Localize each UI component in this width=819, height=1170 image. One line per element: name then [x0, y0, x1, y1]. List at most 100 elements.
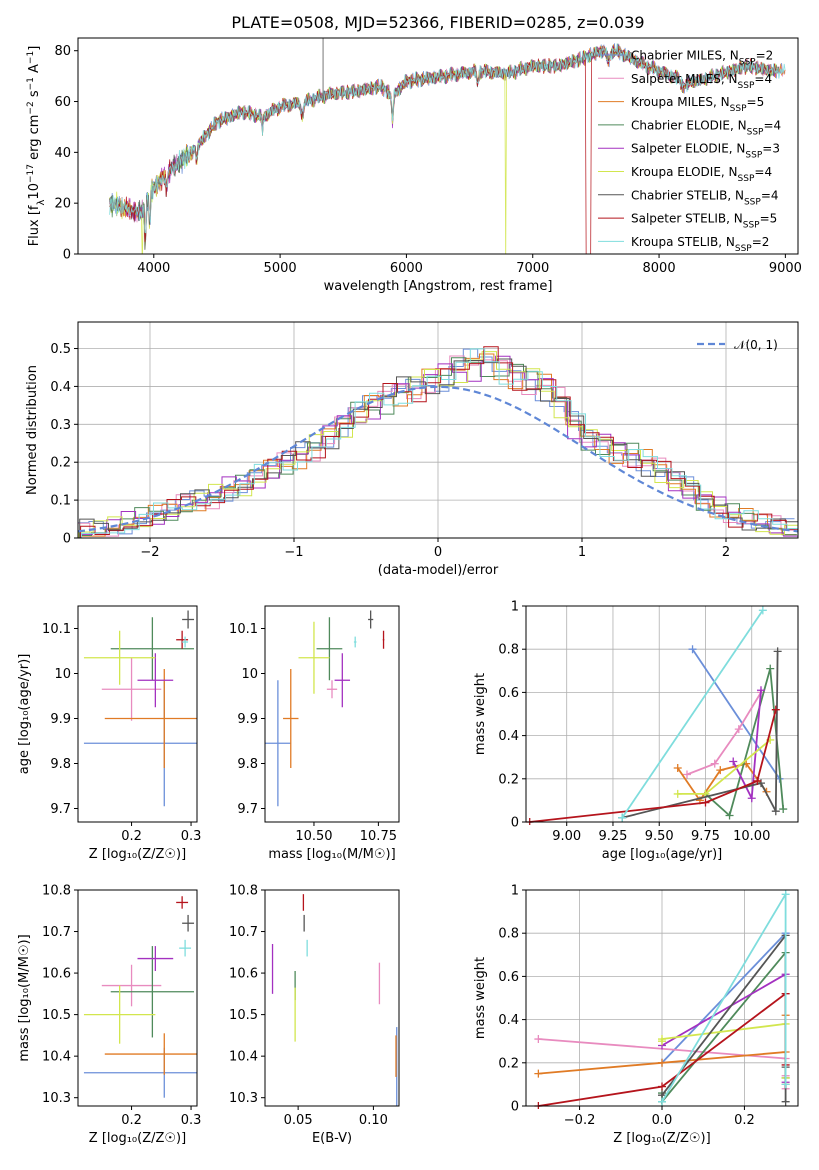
error-bars	[83, 896, 197, 1098]
y-axis-label: mass [log₁₀(M/M☉)]	[17, 934, 32, 1061]
errorbar-chabrier-miles	[265, 680, 291, 807]
legend-sub: SSP	[743, 221, 760, 231]
errorbar-kroupa-stelib	[182, 636, 189, 648]
y-tick-label: 0	[63, 248, 71, 263]
legend-rest: =5	[747, 95, 765, 109]
x-tick-label: 1	[578, 545, 586, 560]
x-tick-label: −1	[284, 545, 303, 560]
x-tick-label: 10.75	[360, 829, 397, 844]
x-axis-label: Z [log₁₀(Z/Z☉)]	[613, 1131, 710, 1146]
y-tick-label: 80	[54, 44, 71, 59]
y-tick-label: 60	[54, 95, 71, 110]
errorbar-salpeter-miles	[101, 964, 162, 1007]
axes-frame	[77, 37, 799, 255]
x-tick-label: 9.50	[645, 829, 674, 844]
weight-line-chabrier-elodie	[661, 950, 787, 1105]
y-tick-label: 10.5	[229, 1008, 258, 1023]
errorbar-kroupa-miles	[283, 669, 299, 768]
y-tick-label: 0.2	[50, 456, 71, 471]
weight-marker	[766, 664, 775, 673]
y-axis-label-part: λ	[36, 199, 47, 205]
legend-label: Kroupa STELIB, NSSP=2	[631, 235, 769, 254]
weight-marker	[781, 1097, 790, 1106]
histogram-chabrier-stelib	[79, 358, 798, 538]
legend-text: Kroupa ELODIE, N	[631, 165, 738, 179]
mass-vs-metallicity-panel-frame: 0.2 0.3 10.3 10.4 10.5 10.6 10.7 10.8 Z [log₁₀(Z…	[17, 884, 201, 1147]
legend-label: Salpeter STELIB, NSSP=5	[631, 212, 777, 231]
y-axis-label-part: 10	[27, 183, 42, 200]
weight-marker	[658, 1035, 666, 1044]
y-tick-label: 10.1	[42, 622, 71, 637]
errorbar-kroupa-stelib	[179, 939, 192, 957]
errorbar-salpeter-stelib	[176, 630, 189, 649]
weight-marker	[747, 794, 756, 803]
spectrum-lines	[109, 38, 786, 254]
x-axis-label: wavelength [Angstrom, rest frame]	[324, 279, 553, 294]
histogram-salpeter-elodie	[78, 355, 798, 538]
age-vs-metallicity-panel: 0.2 0.3 9.7 9.8 9.9 10 10.1 Z [log₁₀(Z/Z☉)] age …	[17, 605, 201, 862]
y-tick-label: 10	[241, 667, 258, 682]
x-tick-label: 0.10	[359, 1113, 388, 1128]
y-tick-label: 10.1	[229, 622, 258, 637]
y-tick-label: 9.9	[237, 712, 258, 727]
legend-sub: SSP	[739, 58, 756, 68]
error-bars	[83, 610, 197, 807]
y-axis-label-part: −1	[26, 51, 36, 64]
errorbar-salpeter-elodie	[137, 946, 174, 971]
legend-label: Kroupa ELODIE, NSSP=4	[631, 165, 772, 184]
errorbar-kroupa-elodie	[83, 985, 156, 1044]
mass-weight-vs-metallicity-panel: −0.2 0.0 0.2 0 0.2 0.4 0.6 0.8 1 Z [log₁₀(Z/Z☉)] m…	[473, 884, 799, 1146]
x-tick-label: 9.75	[691, 829, 720, 844]
weight-line-chabrier-miles	[691, 648, 781, 780]
errorbar-salpeter-stelib	[176, 896, 189, 909]
weight-marker	[781, 1080, 790, 1089]
y-axis-label: mass weight	[473, 957, 488, 1039]
errorbar-chabrier-elodie	[110, 617, 195, 681]
error-bars	[271, 894, 398, 1106]
errorbar-chabrier-stelib	[368, 610, 374, 629]
y-axis-label: Normed distribution	[25, 365, 40, 495]
y-tick-label: 10	[54, 667, 71, 682]
legend-sub: SSP	[738, 81, 755, 91]
y-tick-label: 10.5	[42, 1008, 71, 1023]
x-tick-label: 0.3	[181, 1113, 202, 1128]
errorbar-salpeter-elodie	[334, 653, 351, 708]
mass-vs-metallicity-panel: 0.2 0.3 10.3 10.4 10.5 10.6 10.7 10.8 Z [log₁₀(Z…	[17, 884, 201, 1147]
legend-rest: =2	[752, 235, 770, 249]
x-tick-label: −2	[140, 545, 159, 560]
y-tick-label: 0.8	[498, 927, 519, 942]
weight-marker	[658, 1058, 666, 1067]
y-tick-label: 20	[54, 197, 71, 212]
y-tick-label: 1	[511, 884, 519, 899]
y-axis-label-part: A	[27, 64, 42, 77]
legend-label: Salpeter ELODIE, NSSP=3	[631, 142, 780, 161]
y-tick-label: 0.4	[498, 729, 519, 744]
x-tick-label: 9000	[769, 261, 802, 276]
axes-frame	[77, 889, 198, 1107]
weight-marker	[534, 1069, 543, 1078]
weight-line-salpeter-stelib	[529, 709, 777, 823]
mass-weight-vs-metallicity-panel-axes	[526, 889, 798, 1107]
weight-line-chabrier-stelib	[661, 932, 787, 1102]
axes-frame	[77, 605, 198, 823]
legend-sub: SSP	[745, 151, 762, 161]
y-tick-label: 10.3	[42, 1091, 71, 1106]
x-axis-label: E(B-V)	[312, 1131, 352, 1146]
y-tick-label: 0.1	[50, 494, 71, 509]
histogram-salpeter-stelib	[80, 346, 798, 538]
legend-rest: =2	[756, 49, 774, 63]
weight-marker	[534, 1035, 543, 1044]
y-axis-label-part: −17	[26, 164, 36, 183]
legend-text: Kroupa MILES, N	[631, 95, 730, 109]
age-vs-metallicity-panel-frame: 0.2 0.3 9.7 9.8 9.9 10 10.1 Z [log₁₀(Z/Z☉)] age …	[17, 605, 201, 862]
weight-marker	[773, 647, 782, 656]
x-axis-label: mass [log₁₀(M/M☉)]	[268, 847, 395, 862]
y-tick-label: 9.8	[237, 757, 258, 772]
y-tick-label: 9.9	[50, 712, 71, 727]
y-tick-label: 0.6	[498, 686, 519, 701]
weight-marker	[682, 770, 691, 779]
y-axis-label-part: −2	[26, 101, 36, 114]
errorbar-kroupa-miles	[104, 669, 197, 768]
weight-marker	[673, 789, 682, 798]
